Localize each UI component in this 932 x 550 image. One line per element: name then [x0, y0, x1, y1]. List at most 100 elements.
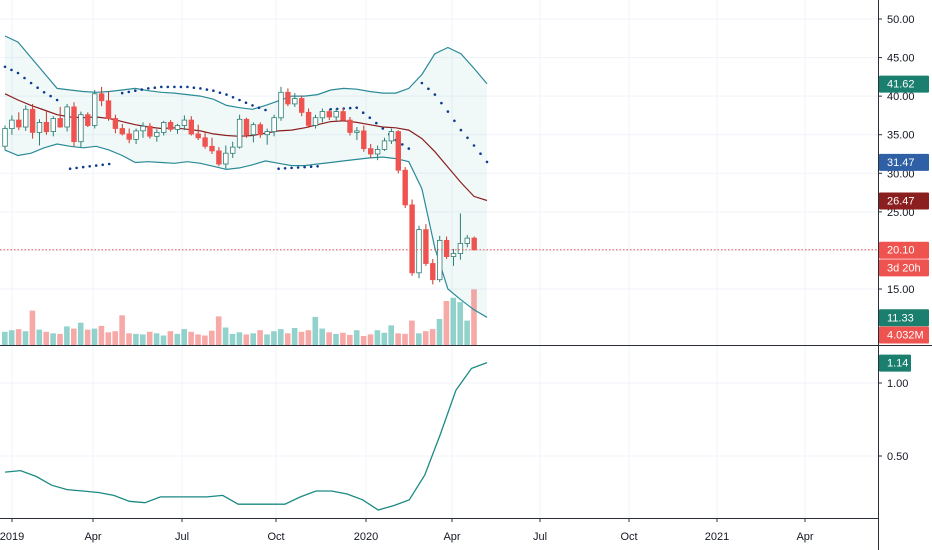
- price-tag: 11.33: [879, 309, 929, 327]
- price-tick-label: 35.00: [887, 130, 915, 142]
- sar-dot: [401, 143, 404, 146]
- volume-bar: [174, 333, 181, 345]
- sar-dot: [290, 166, 293, 170]
- sar-dot: [23, 76, 26, 80]
- candle-body: [388, 131, 395, 142]
- price-tag: 3d 20h: [879, 259, 929, 277]
- volume-bar: [374, 330, 381, 345]
- candle-body: [271, 117, 277, 132]
- volume-bar: [222, 327, 229, 345]
- volume-bar: [202, 335, 208, 345]
- sar-dot: [16, 71, 20, 75]
- sar-dot: [459, 128, 463, 132]
- price-axis-tags: 41.62 31.47 26.47 20.10 3d 20h 11.33 4.032M 1.1…: [879, 75, 929, 372]
- bollinger-band-lines: [4, 35, 488, 318]
- price-tag: 41.62: [879, 75, 929, 93]
- bbw-tick-label: 1.00: [887, 378, 908, 390]
- candle-body: [22, 108, 29, 128]
- candle-body: [340, 111, 346, 121]
- volume-bar: [305, 330, 312, 345]
- volume-bar: [395, 333, 401, 345]
- candle-body: [105, 100, 112, 119]
- candle-body: [216, 150, 222, 165]
- volume-bar: [298, 331, 305, 346]
- volume-bar: [119, 315, 125, 345]
- volume-bar: [112, 331, 118, 345]
- price-tag-label: 3d 20h: [887, 262, 921, 274]
- price-tick-label: 15.00: [887, 284, 915, 296]
- time-tick-label: 2019: [0, 531, 24, 543]
- sar-dot: [49, 94, 52, 98]
- price-tag-box: [879, 153, 929, 171]
- sar-dot: [485, 160, 489, 164]
- candle-body: [464, 237, 470, 244]
- candle-body: [292, 98, 298, 105]
- candle-body: [236, 118, 243, 148]
- time-tick-label: 2020: [354, 531, 378, 543]
- volume-bar: [278, 329, 284, 345]
- sar-dot: [3, 65, 7, 69]
- bbw-tick-label: 0.50: [887, 451, 908, 463]
- volume-bar: [215, 316, 222, 345]
- time-tick-label: Apr: [796, 531, 813, 543]
- time-tick-label: Oct: [267, 531, 284, 543]
- volume-bar: [236, 332, 243, 345]
- candle-body: [167, 122, 174, 130]
- candle-body: [354, 130, 360, 133]
- sar-dot: [192, 86, 196, 89]
- time-axis-labels: 2019 Apr Jul Oct 2020 Apr Jul Oct 2021 Apr: [0, 518, 814, 543]
- candle-body: [160, 122, 167, 133]
- sar-dot: [244, 101, 248, 104]
- volume-bar: [243, 334, 250, 345]
- sar-dot: [88, 165, 91, 168]
- candle-body: [333, 111, 339, 118]
- price-tag: 31.47: [879, 153, 929, 171]
- candle-body: [450, 253, 457, 257]
- sar-dot: [375, 121, 378, 125]
- time-tick-label: Apr: [443, 531, 460, 543]
- price-tick-label: 50.00: [887, 14, 915, 26]
- candle-body: [430, 263, 436, 281]
- candle-body: [347, 119, 353, 133]
- volume-bar: [250, 333, 256, 345]
- candle-body: [181, 119, 188, 126]
- bollinger-band-area: [5, 36, 487, 318]
- sar-dot: [381, 127, 385, 130]
- candle-body: [298, 98, 305, 113]
- sar-dot: [199, 87, 202, 90]
- volume-bar: [50, 333, 56, 345]
- sar-dot: [277, 167, 280, 170]
- volume-bar: [443, 301, 450, 345]
- sar-dot: [427, 87, 430, 91]
- sar-dot: [55, 98, 59, 102]
- bbw-tag-box: [879, 354, 911, 372]
- volume-bar: [71, 328, 77, 345]
- volume-bar: [340, 332, 346, 345]
- volume-bar: [15, 329, 22, 345]
- candle-body: [78, 114, 84, 143]
- sar-dot: [10, 68, 13, 72]
- volume-bar: [464, 320, 470, 345]
- bbw-line: [4, 361, 488, 511]
- bbw-tag-label: 1.14: [887, 358, 908, 370]
- volume-bar: [264, 334, 270, 345]
- candle-body: [154, 131, 160, 137]
- volume-bar: [409, 320, 415, 345]
- candle-body: [195, 133, 201, 139]
- candle-body: [29, 108, 36, 133]
- volume-bar: [209, 330, 215, 345]
- candle-body: [402, 169, 408, 206]
- sar-dot: [166, 85, 170, 89]
- candle-body: [36, 122, 43, 133]
- candle-body: [395, 131, 401, 171]
- sar-dot: [68, 167, 72, 170]
- sar-dot: [212, 89, 215, 92]
- sar-dot: [81, 165, 85, 169]
- candle-body: [43, 122, 50, 133]
- sar-dot: [283, 167, 287, 170]
- candle-body: [2, 128, 8, 147]
- sar-dot: [407, 147, 411, 150]
- volume-bar: [195, 334, 201, 345]
